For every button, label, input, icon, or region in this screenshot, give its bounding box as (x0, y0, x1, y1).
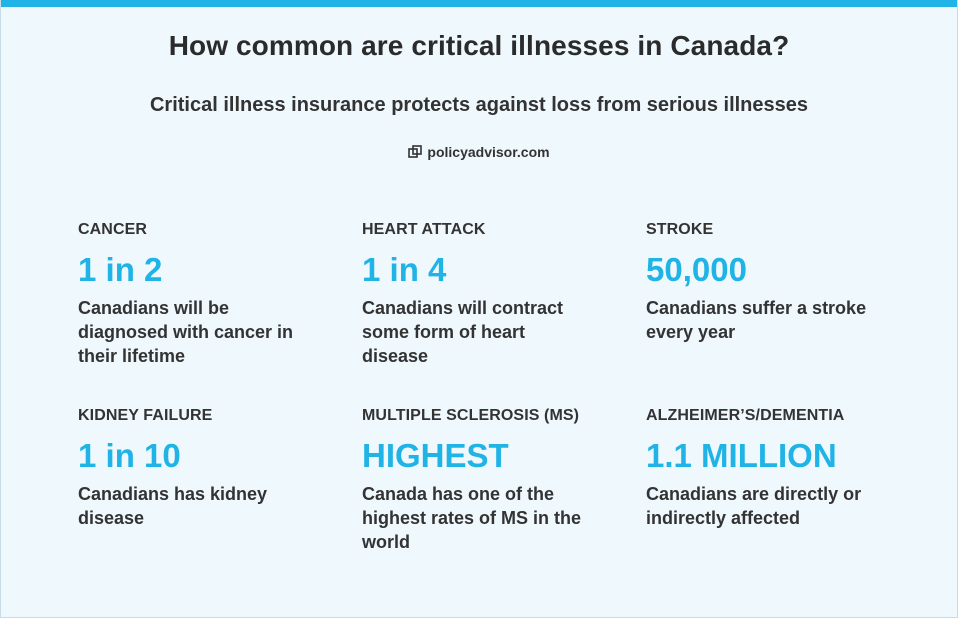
stat-stroke: STROKE 50,000 Canadians suffer a stroke … (646, 218, 930, 404)
stat-value: 1 in 10 (78, 437, 181, 474)
stat-label: HEART ATTACK (362, 221, 486, 238)
stat-label: CANCER (78, 221, 148, 238)
stat-value: 1 in 4 (362, 251, 447, 288)
stat-label: KIDNEY FAILURE (78, 407, 213, 424)
stat-label: MULTIPLE SCLEROSIS (MS) (362, 407, 580, 424)
page-subtitle: Critical illness insurance protects agai… (149, 94, 809, 116)
stat-value: 1 in 2 (78, 251, 163, 288)
stat-heart-attack: HEART ATTACK 1 in 4 Canadians will contr… (362, 218, 646, 404)
stat-multiple-sclerosis: MULTIPLE SCLEROSIS (MS) HIGHEST Canada h… (362, 404, 646, 574)
stat-alzheimers-dementia: ALZHEIMER’S/DEMENTIA 1.1 MILLION Canadia… (646, 404, 930, 574)
brand-line: policyadvisor.com (1, 144, 957, 160)
stats-grid: CANCER 1 in 2 Canadians will be diagnose… (78, 218, 938, 574)
stat-kidney-failure: KIDNEY FAILURE 1 in 10 Canadians has kid… (78, 404, 362, 574)
stat-description: Canadians suffer a stroke every year (646, 298, 867, 342)
stat-description: Canadians has kidney disease (78, 484, 268, 528)
page-title: How common are critical illnesses in Can… (168, 30, 790, 61)
stat-label: STROKE (646, 221, 714, 238)
brand-logo-icon (408, 145, 423, 159)
stat-value: 50,000 (646, 251, 747, 288)
stat-description: Canadians will contract some form of hea… (362, 298, 564, 366)
stat-description: Canadians are directly or indirectly aff… (646, 484, 862, 528)
stat-description: Canada has one of the highest rates of M… (362, 484, 582, 552)
stat-label: ALZHEIMER’S/DEMENTIA (646, 407, 845, 424)
accent-top-bar (1, 0, 957, 7)
stat-value: 1.1 MILLION (646, 437, 837, 474)
stat-description: Canadians will be diagnosed with cancer … (78, 298, 294, 366)
stat-cancer: CANCER 1 in 2 Canadians will be diagnose… (78, 218, 362, 404)
stat-value: HIGHEST (362, 437, 509, 474)
brand-name: policyadvisor.com (427, 144, 550, 160)
